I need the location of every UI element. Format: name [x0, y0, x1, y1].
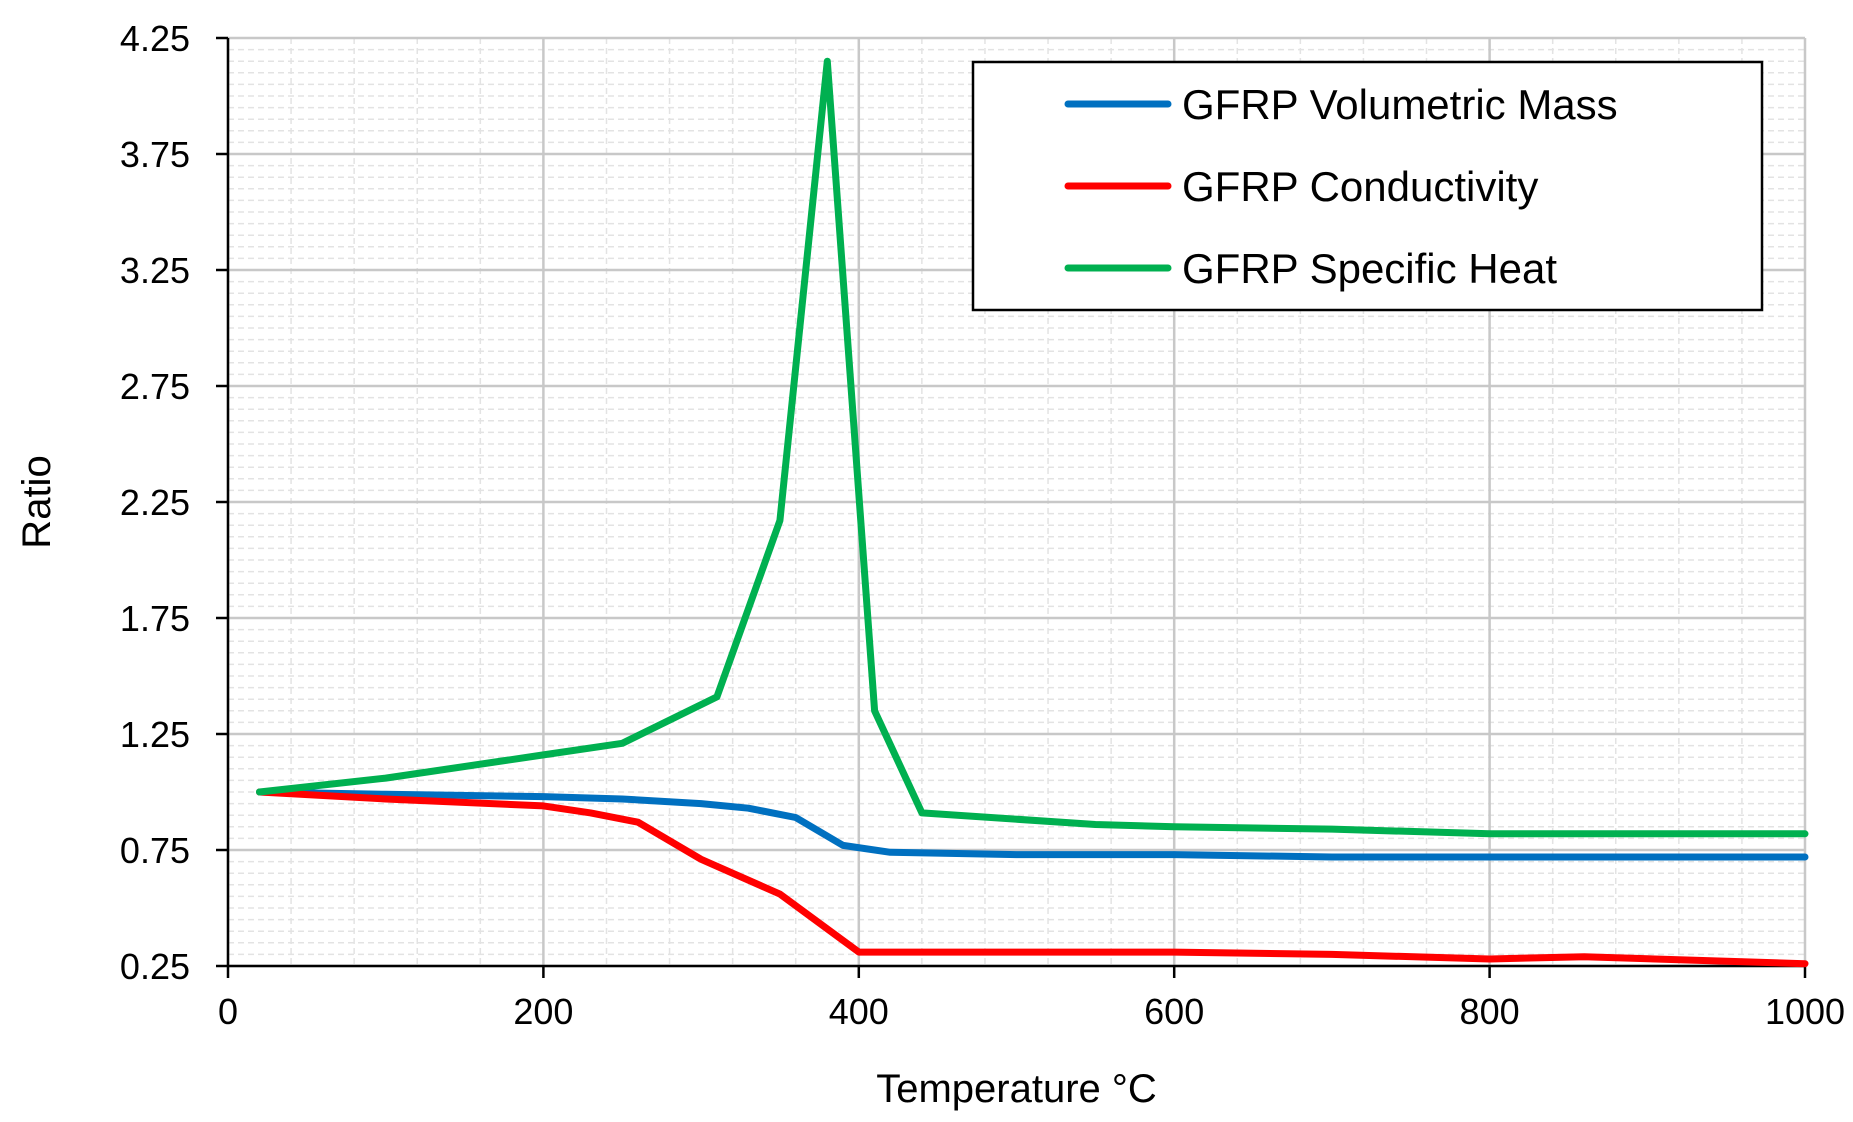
x-tick-label: 800 [1460, 991, 1520, 1032]
y-axis-ticks: 0.25 0.75 1.25 1.75 2.25 2.75 3.25 3.75 4.25 [120, 18, 228, 987]
x-tick-label: 1000 [1765, 991, 1845, 1032]
legend-label: GFRP Volumetric Mass [1182, 81, 1618, 128]
series-line-3 [256, 57, 1809, 838]
series-line-1 [256, 788, 1809, 861]
x-axis-ticks: 0 200 400 600 800 1000 [218, 966, 1845, 1032]
y-tick-label: 1.25 [120, 714, 190, 755]
y-tick-label: 3.75 [120, 134, 190, 175]
y-tick-label: 1.75 [120, 598, 190, 639]
x-tick-label: 400 [829, 991, 889, 1032]
legend: GFRP Volumetric Mass GFRP Conductivity GFR… [971, 60, 1764, 312]
x-tick-label: 0 [218, 991, 238, 1032]
y-tick-label: 0.75 [120, 830, 190, 871]
y-axis-title: Ratio [15, 455, 59, 548]
legend-entries: GFRP Volumetric Mass GFRP Conductivity GFR… [1064, 81, 1618, 292]
series-line-2 [256, 788, 1809, 968]
y-tick-label: 4.25 [120, 18, 190, 59]
series-lines [256, 57, 1809, 968]
legend-label: GFRP Conductivity [1182, 163, 1538, 210]
x-axis-title: Temperature °C [876, 1067, 1157, 1111]
x-tick-label: 600 [1144, 991, 1204, 1032]
y-tick-label: 2.75 [120, 366, 190, 407]
y-tick-label: 0.25 [120, 946, 190, 987]
y-tick-label: 3.25 [120, 250, 190, 291]
legend-label: GFRP Specific Heat [1182, 245, 1557, 292]
x-tick-label: 200 [513, 991, 573, 1032]
y-tick-label: 2.25 [120, 482, 190, 523]
